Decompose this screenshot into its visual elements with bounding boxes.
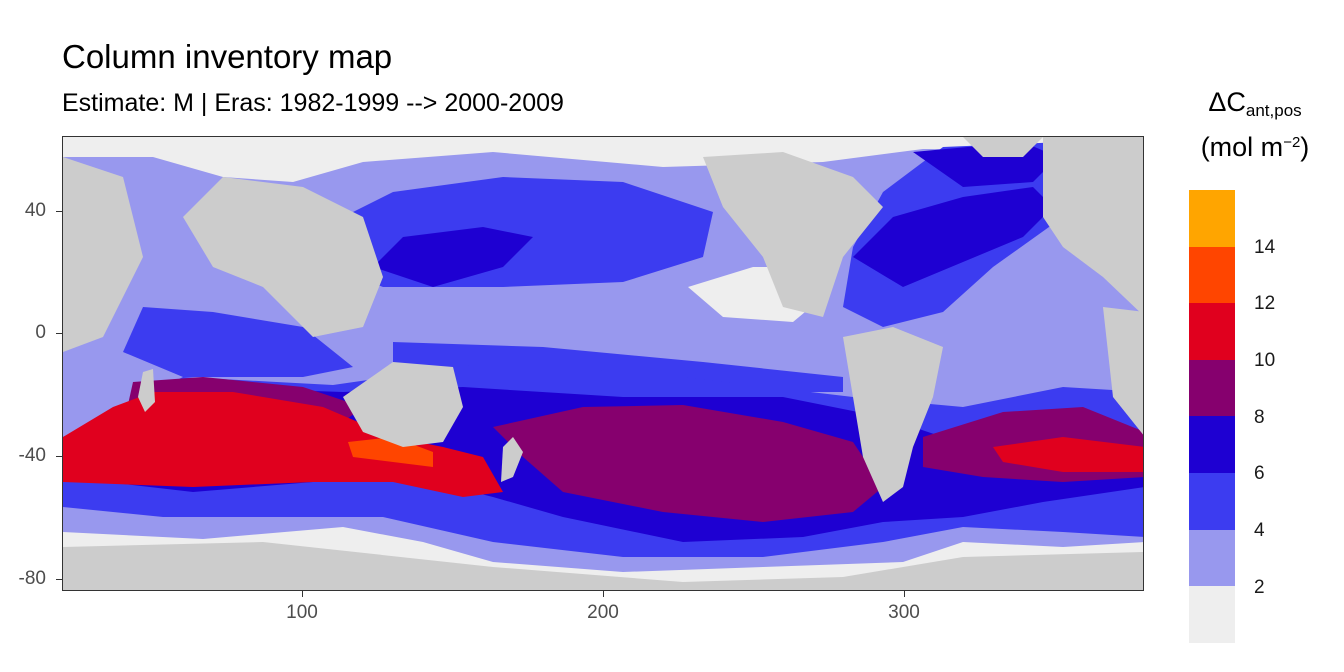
indian-southern-10-12 [63,392,503,497]
map-title: Column inventory map [62,38,393,75]
legend-bin-12-14 [1189,246,1235,304]
y-tick-mark [56,333,62,334]
legend-bin-10-12 [1189,303,1235,360]
legend-bin-2-4 [1189,529,1235,587]
x-tick-mark [302,591,303,597]
y-tick-label: 40 [24,200,46,221]
new-zealand [501,437,523,482]
ocean-inventory-map [63,137,1143,590]
arctic-low-patch [63,137,1143,182]
north-america-land [703,152,883,317]
legend-label: 4 [1254,520,1265,541]
australia-land [343,362,463,447]
legend-label: 14 [1254,237,1276,258]
legend-label: 12 [1254,293,1276,314]
legend-bin-8-10 [1189,359,1235,417]
greenland-land [963,137,1043,157]
madagascar [138,369,155,412]
equatorial-pacific-4-6 [393,342,843,392]
legend-label: 6 [1254,463,1265,484]
y-tick-label: -80 [18,568,46,589]
indian-4-6 [123,307,353,377]
asia-land [183,177,383,337]
y-tick-label: 0 [35,322,46,343]
legend-title-sub: ant,pos [1245,101,1302,120]
x-tick-label: 300 [888,602,920,623]
legend-unit-post: ) [1300,132,1310,163]
x-tick-label: 200 [587,602,619,623]
legend-label: 10 [1254,350,1276,371]
legend-title-main: ΔC [1208,87,1246,117]
south-america-land [843,327,943,502]
y-tick-label: -40 [18,445,46,466]
europe-land [1043,137,1143,316]
y-tick-mark [56,579,62,580]
y-tick-mark [56,456,62,457]
x-tick-mark [603,591,604,597]
legend-unit-sup: −2 [1283,134,1301,152]
legend-bin-4-6 [1189,472,1235,530]
map-subtitle: Estimate: M | Eras: 1982-1999 --> 2000-2… [62,89,564,117]
south-atlantic-10-12 [993,437,1143,472]
legend-bin-6-8 [1189,416,1235,473]
legend-label: 8 [1254,407,1265,428]
africa-east-land [1103,307,1143,435]
africa-land [63,157,143,352]
y-tick-mark [56,211,62,212]
gulf-stream-6-8 [853,187,1053,287]
antarctica-land [63,542,1143,590]
legend-bin-14-16 [1189,190,1235,247]
legend-label: 2 [1254,577,1265,598]
south-pacific-8-10 [493,405,883,522]
map-panel [62,136,1144,591]
legend-colorbar [1189,190,1235,643]
legend-bin-0-2 [1189,586,1235,643]
legend-unit-pre: (mol m [1200,132,1284,163]
kuroshio-6-8 [373,227,533,287]
legend-title: ΔCant,pos (mol m−2) [1180,86,1330,164]
x-tick-label: 100 [286,602,318,623]
x-tick-mark [904,591,905,597]
